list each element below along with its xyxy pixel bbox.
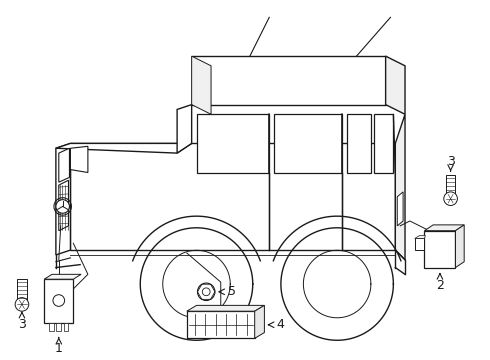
Polygon shape <box>59 148 70 182</box>
Polygon shape <box>71 143 395 250</box>
Polygon shape <box>177 105 192 153</box>
Circle shape <box>197 283 215 301</box>
Text: 5: 5 <box>227 285 236 298</box>
Circle shape <box>53 295 65 306</box>
Polygon shape <box>446 175 456 195</box>
Polygon shape <box>424 225 464 231</box>
Polygon shape <box>56 323 61 330</box>
Polygon shape <box>17 279 27 301</box>
Polygon shape <box>274 114 342 172</box>
Polygon shape <box>192 56 211 114</box>
Polygon shape <box>187 311 255 338</box>
Polygon shape <box>397 192 403 226</box>
Polygon shape <box>59 180 69 231</box>
Polygon shape <box>44 274 81 279</box>
Text: 3: 3 <box>447 155 455 168</box>
Polygon shape <box>415 238 424 250</box>
Polygon shape <box>395 114 405 260</box>
Polygon shape <box>347 114 371 172</box>
Text: 4: 4 <box>276 318 284 331</box>
Polygon shape <box>386 56 405 114</box>
Text: 1: 1 <box>55 342 63 355</box>
Circle shape <box>15 298 29 311</box>
Polygon shape <box>192 56 386 105</box>
Text: 3: 3 <box>18 318 26 331</box>
Circle shape <box>56 200 70 213</box>
Text: 2: 2 <box>436 279 444 292</box>
Polygon shape <box>71 146 88 172</box>
Polygon shape <box>374 114 393 172</box>
Polygon shape <box>49 323 54 330</box>
Polygon shape <box>56 143 71 255</box>
Polygon shape <box>187 305 265 311</box>
Polygon shape <box>415 235 425 238</box>
Polygon shape <box>255 305 265 338</box>
Circle shape <box>444 192 457 206</box>
Polygon shape <box>424 231 456 267</box>
Polygon shape <box>64 323 69 330</box>
Polygon shape <box>56 143 192 153</box>
Polygon shape <box>44 279 74 323</box>
Circle shape <box>202 288 210 296</box>
Polygon shape <box>196 114 269 172</box>
Polygon shape <box>456 225 464 267</box>
